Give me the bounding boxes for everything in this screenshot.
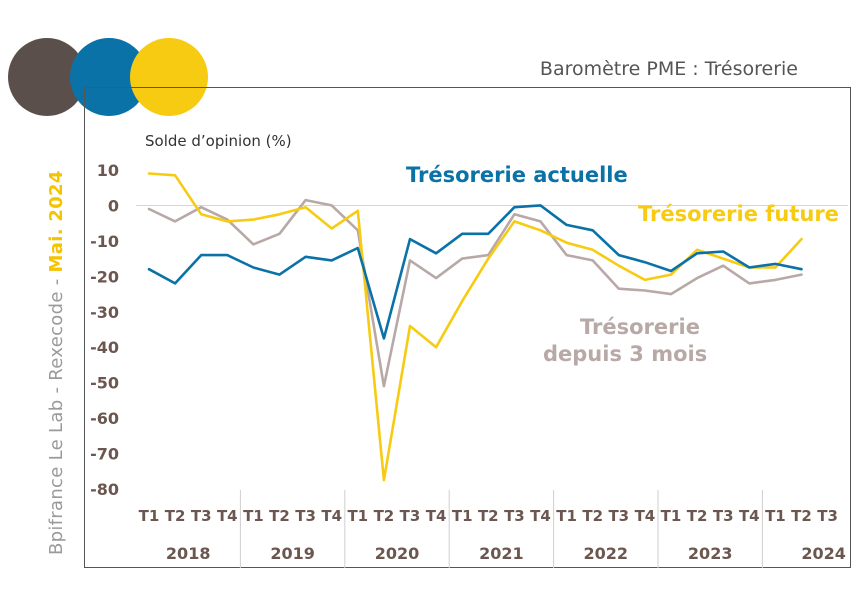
year-label: 2022 <box>584 544 629 563</box>
series-label-3mois-line2: depuis 3 mois <box>543 342 708 366</box>
x-tick-label: T2 <box>687 507 708 525</box>
year-label: 2021 <box>479 544 524 563</box>
x-tick-label: T2 <box>374 507 395 525</box>
y-tick-label: -80 <box>90 480 119 499</box>
x-tick-label: T4 <box>530 507 551 525</box>
year-label: 2020 <box>375 544 420 563</box>
y-tick-label: -40 <box>90 338 119 357</box>
chart-frame <box>84 87 851 568</box>
x-tick-label: T3 <box>400 507 421 525</box>
x-tick-label: T1 <box>347 507 368 525</box>
y-tick-label: 10 <box>97 161 119 180</box>
series-label-3mois-line1: Trésorerie <box>580 315 700 339</box>
year-label: 2019 <box>270 544 315 563</box>
x-tick-label: T4 <box>321 507 342 525</box>
x-tick-label: T4 <box>217 507 238 525</box>
x-tick-label: T2 <box>791 507 812 525</box>
x-tick-label: T1 <box>661 507 682 525</box>
logo-circle-yellow <box>130 38 208 116</box>
x-tick-label: T1 <box>556 507 577 525</box>
x-tick-label: T3 <box>817 507 838 525</box>
x-tick-label: T2 <box>269 507 290 525</box>
x-tick-label: T1 <box>243 507 264 525</box>
series-label-future: Trésorerie future <box>638 202 839 226</box>
y-tick-label: -70 <box>90 445 119 464</box>
series-label-actuelle: Trésorerie actuelle <box>406 163 628 187</box>
x-tick-label: T1 <box>452 507 473 525</box>
x-tick-label: T3 <box>191 507 212 525</box>
x-tick-label: T3 <box>504 507 525 525</box>
y-tick-label: -50 <box>90 374 119 393</box>
year-label: 2024 <box>801 544 846 563</box>
y-axis-label: Solde d’opinion (%) <box>145 132 292 150</box>
x-tick-label: T3 <box>608 507 629 525</box>
series-line-1 <box>147 172 803 482</box>
series-line-2 <box>147 198 803 388</box>
y-tick-label: -10 <box>90 232 119 251</box>
y-tick-label: -20 <box>90 267 119 286</box>
year-label: 2023 <box>688 544 733 563</box>
x-tick-label: T2 <box>582 507 603 525</box>
y-tick-label: 0 <box>108 196 119 215</box>
y-tick-label: -60 <box>90 409 119 428</box>
chart-title: Baromètre PME : Trésorerie <box>539 58 798 80</box>
x-tick-label: T1 <box>139 507 160 525</box>
x-tick-label: T3 <box>713 507 734 525</box>
x-tick-label: T2 <box>478 507 499 525</box>
year-label: 2018 <box>166 544 211 563</box>
x-tick-label: T3 <box>295 507 316 525</box>
x-tick-label: T4 <box>739 507 760 525</box>
x-tick-label: T2 <box>165 507 186 525</box>
series-line-0 <box>147 204 803 340</box>
y-tick-label: -30 <box>90 303 119 322</box>
x-tick-label: T1 <box>765 507 786 525</box>
x-tick-label: T4 <box>635 507 656 525</box>
x-tick-label: T4 <box>426 507 447 525</box>
